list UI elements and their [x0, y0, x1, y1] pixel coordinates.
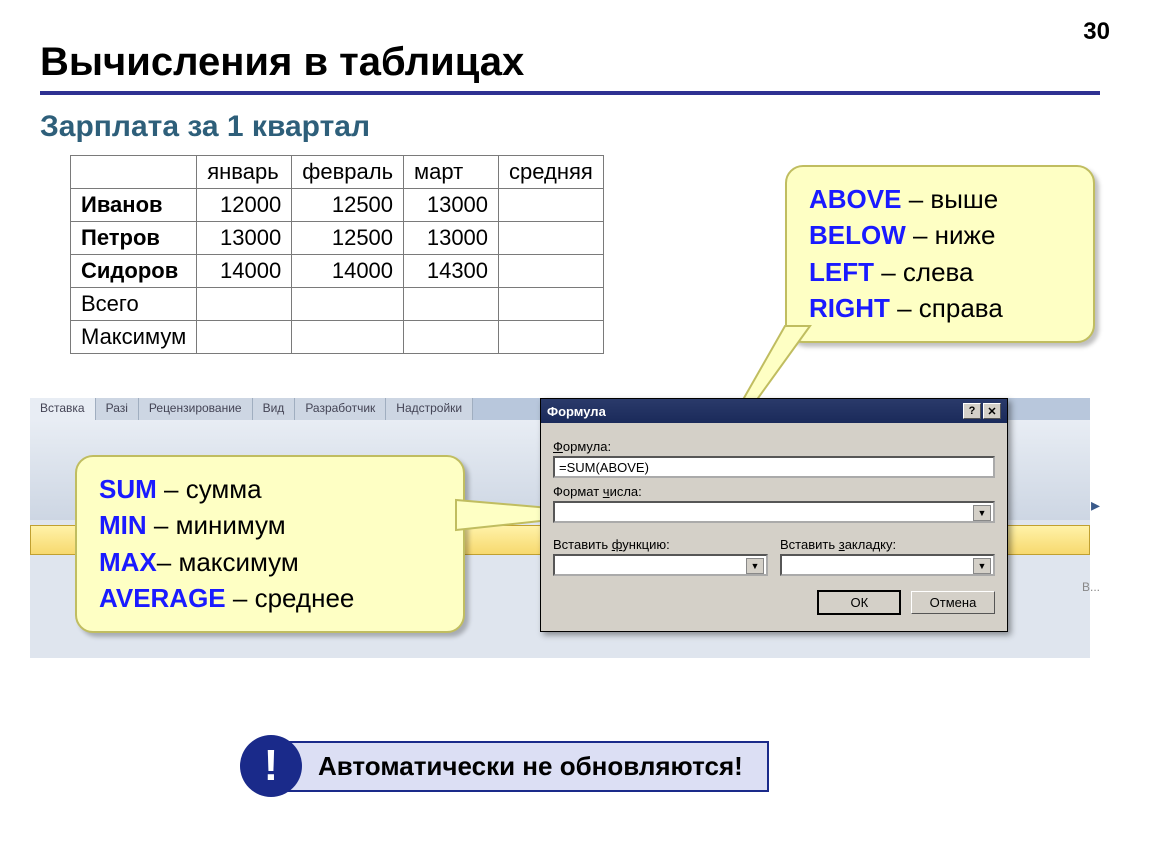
- kw: BELOW: [809, 220, 906, 250]
- slide-subtitle: Зарплата за 1 квартал: [40, 110, 370, 144]
- table-row: Максимум: [71, 321, 604, 354]
- row-name: Всего: [71, 288, 197, 321]
- insert-func-label: Вставить функцию:: [553, 537, 768, 552]
- row-name: Петров: [71, 222, 197, 255]
- cell: [499, 255, 604, 288]
- cancel-button[interactable]: Отмена: [911, 591, 995, 614]
- kw: LEFT: [809, 257, 874, 287]
- ribbon-tab[interactable]: Разработчик: [295, 398, 386, 420]
- format-label: Формат числа:: [553, 484, 995, 499]
- slide-title: Вычисления в таблицах: [40, 40, 1100, 95]
- cell: [499, 222, 604, 255]
- close-button[interactable]: ✕: [983, 403, 1001, 419]
- warning-text: Автоматически не обновляются!: [282, 741, 769, 792]
- kw-desc: – максимум: [157, 547, 299, 577]
- ribbon-tab[interactable]: Вставка: [30, 398, 96, 420]
- ribbon-tab[interactable]: Надстройки: [386, 398, 473, 420]
- cell: 12500: [292, 222, 404, 255]
- kw: ABOVE: [809, 184, 901, 214]
- table-row: Сидоров 14000 14000 14300: [71, 255, 604, 288]
- salary-table: январь февраль март средняя Иванов 12000…: [70, 155, 604, 354]
- ribbon-tab[interactable]: Разі: [96, 398, 139, 420]
- formula-input[interactable]: [553, 456, 995, 478]
- kw-desc: – справа: [890, 293, 1003, 323]
- col-jan: январь: [197, 156, 292, 189]
- kw-desc: – среднее: [226, 583, 355, 613]
- exclaim-icon: !: [240, 735, 302, 797]
- format-select[interactable]: [553, 501, 995, 523]
- cell: 12000: [197, 189, 292, 222]
- cell: 14000: [197, 255, 292, 288]
- cell: 13000: [404, 189, 499, 222]
- cell: [499, 189, 604, 222]
- cell: 14000: [292, 255, 404, 288]
- col-empty: [71, 156, 197, 189]
- kw: SUM: [99, 474, 157, 504]
- ribbon-tab[interactable]: Рецензирование: [139, 398, 253, 420]
- formula-label: Формула:: [553, 439, 995, 454]
- kw: MAX: [99, 547, 157, 577]
- table-row: Петров 13000 12500 13000: [71, 222, 604, 255]
- cell: [499, 288, 604, 321]
- warning-note: ! Автоматически не обновляются!: [240, 735, 769, 797]
- cell: 13000: [197, 222, 292, 255]
- col-avg: средняя: [499, 156, 604, 189]
- help-button[interactable]: ?: [963, 403, 981, 419]
- cell: [499, 321, 604, 354]
- table-row: Всего: [71, 288, 604, 321]
- kw-desc: – ниже: [906, 220, 996, 250]
- kw-desc: – выше: [901, 184, 998, 214]
- row-name: Сидоров: [71, 255, 197, 288]
- scroll-arrow-icon[interactable]: ▸: [1091, 495, 1100, 516]
- ribbon-tab[interactable]: Вид: [253, 398, 296, 420]
- cell: 13000: [404, 222, 499, 255]
- cell: [404, 321, 499, 354]
- cell: 14300: [404, 255, 499, 288]
- formula-dialog: Формула ? ✕ Формула: Формат числа: Встав…: [540, 398, 1008, 632]
- kw: MIN: [99, 510, 147, 540]
- cell: [197, 321, 292, 354]
- kw-desc: – минимум: [147, 510, 286, 540]
- dialog-titlebar: Формула ? ✕: [541, 399, 1007, 423]
- kw-desc: – слева: [874, 257, 974, 287]
- table-row: Иванов 12000 12500 13000: [71, 189, 604, 222]
- kw: AVERAGE: [99, 583, 226, 613]
- insert-bookmark-label: Вставить закладку:: [780, 537, 995, 552]
- row-name: Иванов: [71, 189, 197, 222]
- insert-bookmark-select[interactable]: [780, 554, 995, 576]
- cell: [292, 288, 404, 321]
- insert-func-select[interactable]: [553, 554, 768, 576]
- functions-callout: SUM – сумма MIN – минимум MAX– максимум …: [75, 455, 465, 633]
- dialog-title-text: Формула: [547, 404, 606, 419]
- ribbon-misc-text: В...: [1082, 580, 1100, 594]
- kw-desc: – сумма: [157, 474, 262, 504]
- ok-button[interactable]: ОК: [817, 590, 901, 615]
- row-name: Максимум: [71, 321, 197, 354]
- col-feb: февраль: [292, 156, 404, 189]
- cell: [404, 288, 499, 321]
- cell: [292, 321, 404, 354]
- table-header-row: январь февраль март средняя: [71, 156, 604, 189]
- kw: RIGHT: [809, 293, 890, 323]
- directions-callout: ABOVE – выше BELOW – ниже LEFT – слева R…: [785, 165, 1095, 343]
- cell: [197, 288, 292, 321]
- col-mar: март: [404, 156, 499, 189]
- cell: 12500: [292, 189, 404, 222]
